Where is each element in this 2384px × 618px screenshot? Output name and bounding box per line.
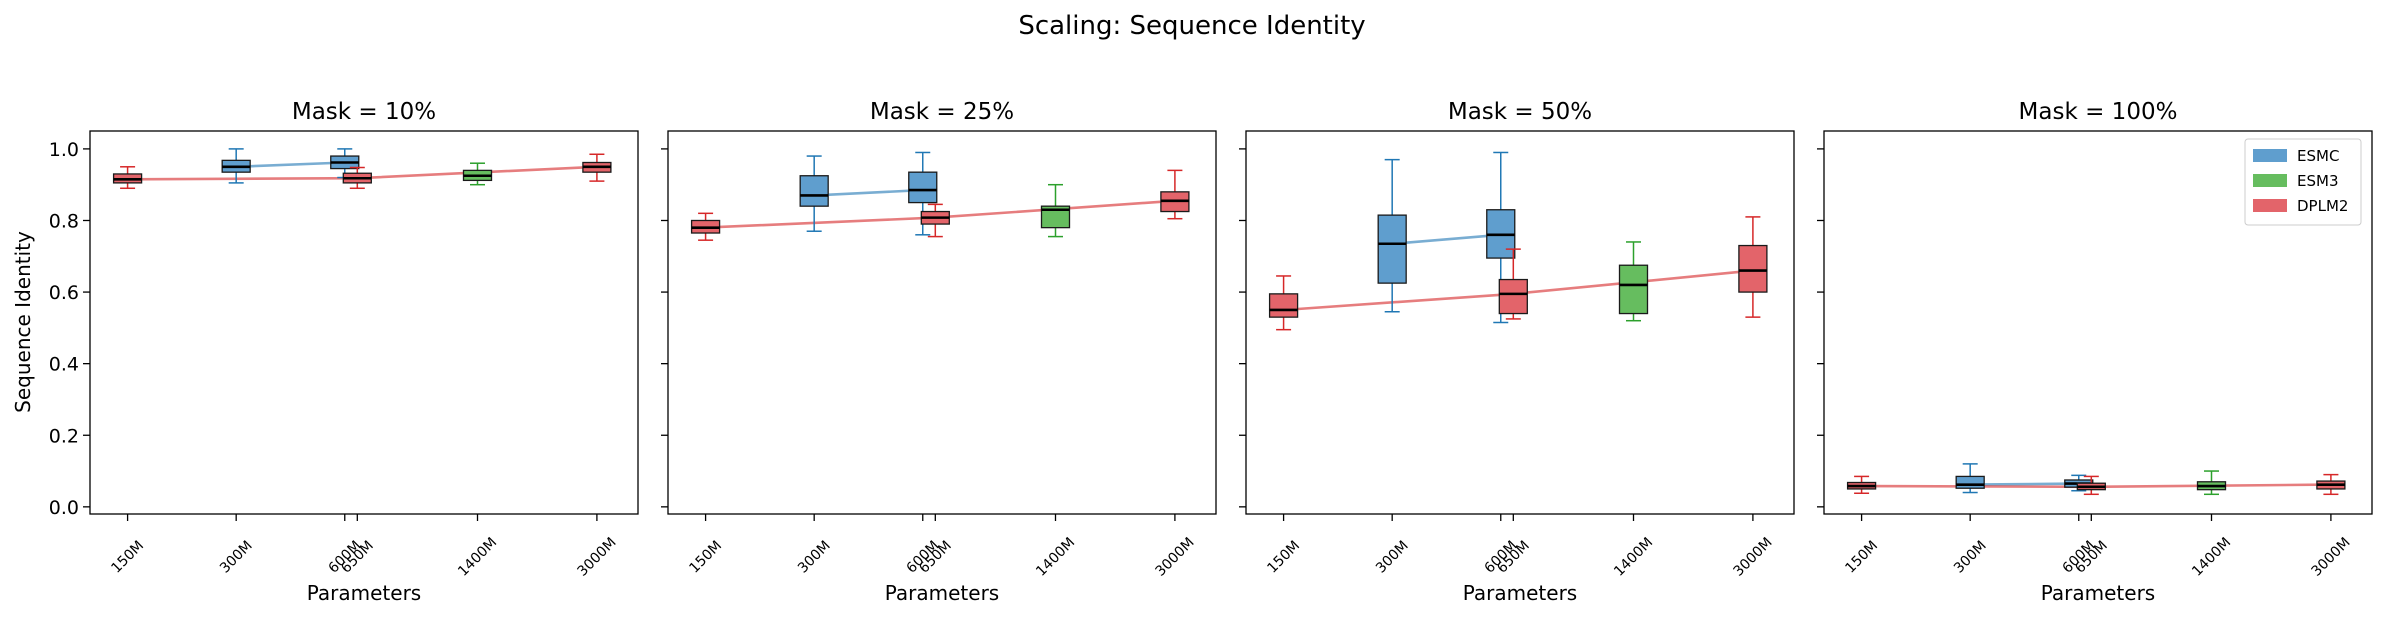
box-dplm2-150m (1268, 275, 1299, 331)
box-esmc-300m (1955, 463, 1985, 494)
x-tick-label: 300M (1373, 538, 1412, 577)
panel-title: Mask = 100% (2019, 99, 2178, 125)
box-esmc-600m (1486, 151, 1516, 324)
series-line-esmc (1970, 482, 2079, 486)
x-tick-label: 1400M (455, 535, 500, 580)
x-axis-label: Parameters (1463, 581, 1577, 605)
box-body (1618, 264, 1649, 315)
x-tick-label: 300M (795, 538, 834, 577)
box-body (1040, 205, 1071, 229)
legend-swatch-esm3 (2253, 174, 2287, 187)
plot-frame (89, 130, 639, 515)
x-tick-label: 1400M (1033, 535, 1078, 580)
box-esm3-1400m (462, 162, 493, 186)
x-tick-label: 3000M (1731, 535, 1776, 580)
y-axis-label: Sequence Identity (11, 231, 35, 413)
panel-title: Mask = 50% (1448, 99, 1592, 125)
y-tick-label: 0.2 (49, 425, 79, 447)
box-dplm2-650m (920, 203, 950, 238)
x-tick-label: 3000M (575, 535, 620, 580)
panel-title: Mask = 10% (292, 99, 436, 125)
box-body (1268, 293, 1299, 318)
x-tick-label: 150M (686, 538, 725, 577)
box-dplm2-150m (112, 166, 143, 190)
y-tick-label: 0.4 (49, 354, 79, 376)
box-body (799, 175, 829, 207)
box-dplm2-3000m (582, 153, 612, 182)
x-tick-label: 300M (217, 538, 256, 577)
box-dplm2-3000m (1738, 216, 1768, 318)
legend-label-esmc: ESMC (2297, 147, 2339, 165)
plot-frame (1245, 130, 1795, 515)
legend: ESMC ESM3 DPLM2 (2244, 138, 2362, 226)
legend-swatch-esmc (2253, 149, 2287, 162)
plot-frame (667, 130, 1217, 515)
box-esm3-1400m (1040, 183, 1071, 238)
legend-label-esm3: ESM3 (2297, 172, 2338, 190)
legend-swatch-dplm2 (2253, 199, 2287, 212)
x-tick-label: 150M (1264, 538, 1303, 577)
x-axis-label: Parameters (2041, 581, 2155, 605)
box-body (1738, 244, 1768, 293)
y-tick-label: 1.0 (49, 139, 79, 161)
x-tick-label: 300M (1951, 538, 1990, 577)
box-dplm2-150m (1846, 475, 1877, 494)
series-line-esmc (814, 188, 923, 197)
box-esm3-1400m (1618, 241, 1649, 322)
box-dplm2-650m (1498, 248, 1528, 320)
panel-title: Mask = 25% (870, 99, 1014, 125)
x-tick-label: 3000M (1153, 535, 1198, 580)
box-body (1377, 214, 1407, 284)
x-axis-label: Parameters (885, 581, 999, 605)
box-body (1955, 475, 1985, 489)
x-tick-label: 3000M (2309, 535, 2354, 580)
x-tick-label: 1400M (2189, 535, 2234, 580)
box-dplm2-150m (690, 212, 721, 241)
x-tick-label: 1400M (1611, 535, 1656, 580)
y-tick-label: 0.8 (49, 210, 79, 232)
box-esm3-1400m (2196, 470, 2227, 496)
y-tick-label: 0.6 (49, 282, 79, 304)
box-body (908, 171, 938, 204)
box-dplm2-650m (2076, 475, 2106, 496)
series-line-esmc (1392, 233, 1501, 246)
box-body (1498, 278, 1528, 315)
series-line-esmc (236, 161, 345, 169)
box-esmc-300m (1377, 158, 1407, 313)
box-dplm2-650m (342, 166, 372, 190)
box-dplm2-3000m (2316, 473, 2346, 496)
box-esmc-300m (799, 155, 829, 232)
box-dplm2-3000m (1160, 169, 1190, 220)
x-tick-label: 150M (108, 538, 147, 577)
box-esmc-300m (221, 148, 251, 184)
x-tick-label: 150M (1842, 538, 1881, 577)
y-tick-label: 0.0 (49, 497, 79, 519)
legend-label-dplm2: DPLM2 (2297, 197, 2348, 215)
x-axis-label: Parameters (307, 581, 421, 605)
figure-title: Scaling: Sequence Identity (1018, 11, 1365, 41)
